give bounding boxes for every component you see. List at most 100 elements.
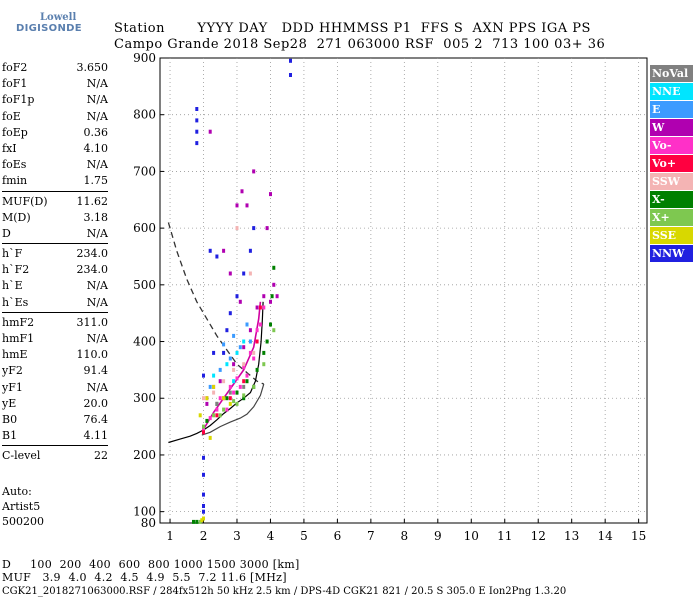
param-separator bbox=[2, 445, 108, 447]
echo-point bbox=[202, 492, 205, 497]
echo-point bbox=[212, 373, 216, 378]
echo-point bbox=[248, 350, 252, 355]
echo-point bbox=[232, 333, 236, 338]
param-row: foF1 N/A bbox=[2, 76, 108, 92]
param-value: N/A bbox=[86, 279, 108, 293]
echo-point bbox=[242, 393, 246, 398]
param-key: h`F2 bbox=[2, 263, 30, 277]
header-values: Campo Grande 2018 Sep28 271 063000 RSF 0… bbox=[114, 37, 606, 52]
echo-point bbox=[238, 384, 242, 389]
param-row: foF2 3.650 bbox=[2, 60, 108, 76]
echo-point bbox=[222, 342, 226, 347]
echo-point bbox=[202, 509, 205, 514]
echo-point bbox=[248, 328, 252, 333]
echo-point bbox=[242, 384, 246, 389]
param-key: h`Es bbox=[2, 295, 29, 309]
echo-point bbox=[235, 376, 239, 381]
echo-point bbox=[232, 367, 236, 372]
echo-point bbox=[215, 401, 219, 406]
param-key: fmin bbox=[2, 174, 28, 188]
echo-point bbox=[258, 322, 262, 327]
echo-point bbox=[218, 413, 222, 418]
echo-point bbox=[248, 248, 252, 253]
echo-point bbox=[258, 305, 262, 310]
lowell-digisonde-logo: Lowell DIGISONDE bbox=[4, 8, 82, 36]
param-key: foE bbox=[2, 109, 21, 123]
param-key: h`E bbox=[2, 279, 23, 293]
echo-point bbox=[218, 396, 222, 401]
echo-point bbox=[208, 384, 212, 389]
param-value: 91.4 bbox=[83, 364, 109, 378]
echo-point bbox=[252, 350, 256, 355]
legend-item: X+ bbox=[650, 209, 693, 226]
echo-point bbox=[275, 294, 279, 299]
echo-point bbox=[252, 226, 256, 231]
echo-point bbox=[255, 305, 259, 310]
x-tick-label: 1 bbox=[166, 529, 174, 543]
param-row: foEp 0.36 bbox=[2, 125, 108, 141]
param-value: 3.18 bbox=[83, 210, 109, 224]
param-row: h`E N/A bbox=[2, 278, 108, 294]
legend-item: X- bbox=[650, 191, 693, 208]
echo-point bbox=[265, 339, 269, 344]
echo-point bbox=[225, 396, 229, 401]
echo-point bbox=[228, 401, 232, 406]
x-tick-label: 14 bbox=[598, 529, 614, 543]
autoscaling-info: Auto: Artist5 500200 bbox=[2, 484, 44, 529]
param-row: hmF1 N/A bbox=[2, 331, 108, 347]
echo-point bbox=[262, 362, 266, 367]
echo-point bbox=[202, 516, 205, 521]
echo-point bbox=[222, 248, 226, 253]
plot-frame bbox=[159, 57, 648, 524]
echo-point bbox=[272, 282, 276, 287]
param-value: 4.11 bbox=[83, 429, 109, 443]
legend-item: NNE bbox=[650, 83, 693, 100]
echo-point bbox=[269, 192, 272, 197]
echo-point bbox=[289, 73, 292, 77]
param-row: M(D) 3.18 bbox=[2, 210, 108, 226]
echo-point bbox=[205, 418, 209, 423]
echo-point bbox=[262, 305, 266, 310]
logo-line2: DIGISONDE bbox=[16, 23, 82, 34]
y-tick-label: 300 bbox=[133, 391, 156, 405]
auto-label: Auto: bbox=[2, 485, 32, 498]
param-value: N/A bbox=[86, 158, 108, 172]
param-value: 4.10 bbox=[83, 141, 109, 155]
echo-point bbox=[218, 379, 222, 384]
x-tick-label: 7 bbox=[367, 529, 375, 543]
echo-point bbox=[270, 294, 274, 299]
param-key: yF1 bbox=[2, 380, 23, 394]
echo-point bbox=[215, 254, 219, 259]
echo-point bbox=[242, 396, 246, 401]
trace-curves bbox=[167, 222, 265, 444]
param-separator bbox=[2, 243, 108, 245]
param-key: D bbox=[2, 226, 11, 240]
muf-distance-row: D 100 200 400 600 800 1000 1500 3000 [km… bbox=[2, 558, 300, 571]
echo-point bbox=[202, 427, 205, 432]
param-row: B1 4.11 bbox=[2, 428, 108, 444]
echo-point bbox=[212, 413, 216, 418]
echo-point bbox=[195, 107, 199, 111]
legend-item: SSW bbox=[650, 173, 693, 190]
param-row: MUF(D) 11.62 bbox=[2, 194, 108, 210]
echo-point bbox=[208, 435, 212, 440]
file-info: CGK21_2018271063000.RSF / 284fx512h 50 k… bbox=[2, 586, 567, 597]
echo-point bbox=[238, 345, 242, 350]
param-row: h`Es N/A bbox=[2, 295, 108, 311]
echo-point bbox=[248, 271, 252, 276]
legend-item: E bbox=[650, 101, 693, 118]
legend-item: Vo+ bbox=[650, 155, 693, 172]
echo-point bbox=[242, 271, 246, 276]
x-tick-label: 6 bbox=[334, 529, 342, 543]
echo-point bbox=[235, 390, 239, 395]
x-tick-label: 4 bbox=[267, 529, 275, 543]
echo-point bbox=[232, 399, 236, 404]
echo-point bbox=[242, 362, 246, 367]
echo-point bbox=[262, 350, 266, 355]
echo-point bbox=[245, 373, 249, 378]
x-tick-label: 2 bbox=[200, 529, 208, 543]
echo-point bbox=[269, 299, 272, 304]
echo-point bbox=[225, 362, 229, 367]
echo-point bbox=[222, 350, 226, 355]
param-row: D N/A bbox=[2, 226, 108, 242]
